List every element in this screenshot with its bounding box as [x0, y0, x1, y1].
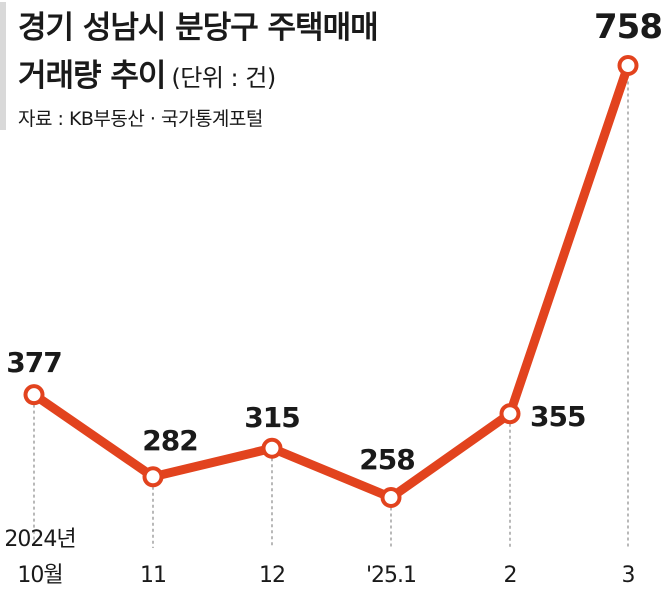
guide-lines — [33, 75, 629, 548]
series-line — [29, 61, 633, 502]
data-label-1: 282 — [142, 424, 197, 457]
unit-label: (단위 : 건) — [171, 64, 276, 92]
data-point-4 — [499, 403, 521, 425]
source-note: 자료 : KB부동산 · 국가통계포털 — [18, 108, 263, 130]
chart-title-line2: 거래량 추이 (단위 : 건) — [18, 50, 276, 95]
data-label-2: 315 — [244, 401, 299, 434]
chart-title-line2-text: 거래량 추이 — [18, 58, 166, 94]
data-label-4: 355 — [530, 400, 585, 433]
tick-label-1: 11 — [140, 563, 166, 588]
chart-title: 경기 성남시 분당구 주택매매 — [18, 10, 379, 46]
data-point-3 — [380, 487, 402, 508]
data-label-0: 377 — [6, 346, 61, 379]
tick-labels: 2024년 10월 11 12 '25.1 2 3 — [4, 527, 635, 588]
data-labels: 377 282 315 258 355 758 — [6, 7, 663, 476]
data-point-1 — [142, 466, 164, 488]
title-accent-bar — [0, 2, 6, 130]
data-point-2 — [261, 437, 283, 459]
tick-label-2: 12 — [259, 563, 285, 588]
data-point-5 — [617, 55, 639, 76]
data-label-5: 758 — [594, 7, 662, 47]
tick-label-0-1: 10월 — [17, 563, 62, 588]
tick-label-5: 3 — [622, 563, 635, 588]
data-points — [23, 55, 639, 508]
tick-label-3: '25.1 — [366, 563, 416, 588]
tick-label-4: 2 — [504, 563, 517, 588]
data-point-0 — [23, 384, 45, 406]
data-label-3: 258 — [359, 443, 414, 476]
tick-label-0-0: 2024년 — [4, 527, 75, 552]
